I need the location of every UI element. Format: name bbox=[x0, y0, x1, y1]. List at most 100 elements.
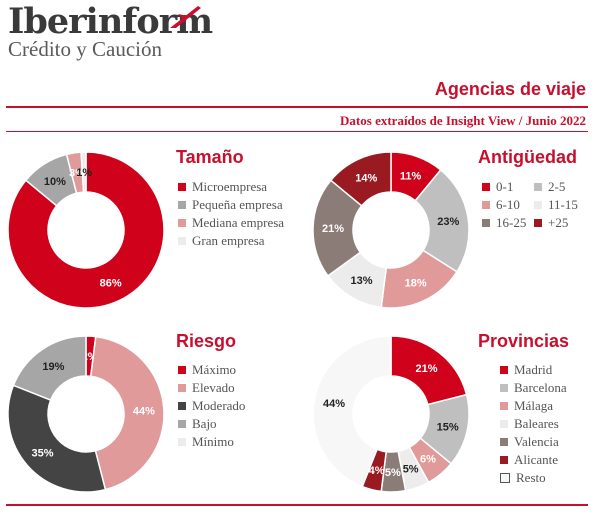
legend-label: 2-5 bbox=[548, 179, 566, 194]
slice-label: 10% bbox=[44, 176, 66, 188]
slice-label: 86% bbox=[100, 277, 122, 289]
legend-swatch bbox=[482, 219, 490, 227]
legend-swatch bbox=[500, 402, 508, 410]
legend-label: Baleares bbox=[514, 416, 559, 431]
legend-riesgo: Máximo Elevado Moderado Bajo Mínimo bbox=[178, 361, 245, 451]
legend-label: Mínimo bbox=[192, 434, 234, 449]
legend-item: Alicante bbox=[500, 451, 567, 469]
slice-label: 44% bbox=[133, 405, 155, 417]
slice-label: 11% bbox=[400, 170, 422, 182]
legend-label: Alicante bbox=[514, 452, 559, 467]
page-title: Agencias de viaje bbox=[434, 79, 586, 99]
legend-item: Mínimo bbox=[178, 433, 245, 451]
slice-label: 18% bbox=[405, 277, 427, 289]
legend-item: Resto bbox=[500, 469, 567, 487]
legend-swatch bbox=[178, 237, 186, 245]
slice-label: 1% bbox=[76, 167, 92, 179]
chart-title-antiguedad: Antigüedad bbox=[478, 147, 577, 167]
legend-item: Baleares bbox=[500, 415, 567, 433]
subheader-divider bbox=[6, 131, 588, 132]
legend-swatch bbox=[178, 384, 186, 392]
legend-item: Valencia bbox=[500, 433, 567, 451]
legend-swatch bbox=[178, 420, 186, 428]
legend-label: 11-15 bbox=[548, 197, 578, 212]
donut-slice bbox=[12, 335, 87, 401]
slice-label: 35% bbox=[31, 447, 53, 459]
donut-slice bbox=[80, 151, 87, 193]
slice-label: 44% bbox=[323, 398, 345, 410]
legend-item: 0-1 bbox=[482, 178, 534, 196]
legend-label: Máximo bbox=[192, 362, 237, 377]
legend-label: Elevado bbox=[192, 380, 235, 395]
legend-item: 11-15 bbox=[534, 196, 594, 214]
donut-slice bbox=[89, 335, 165, 491]
chart-title-provincias: Provincias bbox=[478, 331, 570, 351]
donut-slice bbox=[414, 168, 470, 273]
legend-swatch bbox=[500, 366, 508, 374]
legend-tamano: Microempresa Pequeña empresa Mediana empre… bbox=[178, 178, 284, 250]
slice-label: 13% bbox=[350, 275, 372, 287]
legend-label: Resto bbox=[516, 470, 546, 485]
legend-item: Máximo bbox=[178, 361, 245, 379]
legend-item: Pequeña empresa bbox=[178, 196, 284, 214]
legend-label: Mediana empresa bbox=[192, 215, 285, 230]
legend-item: Microempresa bbox=[178, 178, 284, 196]
legend-label: Barcelona bbox=[514, 380, 567, 395]
legend-antiguedad: 0-1 2-5 6-10 11-15 16-25 +25 bbox=[482, 178, 594, 232]
legend-swatch bbox=[500, 473, 510, 483]
legend-swatch bbox=[534, 201, 542, 209]
legend-provincias: Madrid Barcelona Málaga Baleares Valencia Ali… bbox=[500, 361, 567, 487]
legend-item: Málaga bbox=[500, 397, 567, 415]
page-subtitle: Datos extraídos de Insight View / Junio … bbox=[340, 113, 586, 128]
legend-swatch bbox=[500, 438, 508, 446]
slice-label: 15% bbox=[437, 422, 459, 434]
legend-label: 6-10 bbox=[496, 197, 520, 212]
legend-label: Málaga bbox=[514, 398, 553, 413]
legend-swatch bbox=[500, 384, 508, 392]
legend-swatch bbox=[178, 201, 186, 209]
legend-swatch bbox=[534, 219, 542, 227]
legend-swatch bbox=[178, 219, 186, 227]
legend-item: Gran empresa bbox=[178, 232, 284, 250]
legend-swatch bbox=[178, 402, 186, 410]
plane-icon bbox=[170, 6, 201, 28]
chart-title-tamano: Tamaño bbox=[176, 147, 244, 167]
legend-item: Barcelona bbox=[500, 379, 567, 397]
legend-item: Elevado bbox=[178, 379, 245, 397]
legend-item: Bajo bbox=[178, 415, 245, 433]
legend-swatch bbox=[482, 201, 490, 209]
slice-label: 23% bbox=[437, 216, 459, 228]
legend-item: Moderado bbox=[178, 397, 245, 415]
header-divider bbox=[6, 106, 588, 108]
legend-swatch bbox=[500, 420, 508, 428]
brand-subtitle: Crédito y Caución bbox=[8, 37, 162, 61]
donut-slice bbox=[329, 151, 392, 207]
legend-item: Madrid bbox=[500, 361, 567, 379]
legend-label: +25 bbox=[548, 215, 569, 230]
legend-item: Mediana empresa bbox=[178, 214, 284, 232]
slice-label: 3% bbox=[69, 168, 85, 180]
legend-swatch bbox=[534, 183, 542, 191]
legend-label: Moderado bbox=[192, 398, 246, 413]
legend-item: 16-25 bbox=[482, 214, 534, 232]
legend-label: 16-25 bbox=[496, 215, 527, 230]
footer-divider bbox=[6, 504, 588, 506]
chart-title-riesgo: Riesgo bbox=[176, 331, 237, 351]
legend-swatch bbox=[178, 183, 186, 191]
donut-slice bbox=[7, 151, 165, 309]
legend-item: 6-10 bbox=[482, 196, 534, 214]
legend-swatch bbox=[178, 438, 186, 446]
slice-label: 21% bbox=[416, 363, 438, 375]
slice-label: 14% bbox=[355, 173, 377, 185]
slice-label: 5% bbox=[385, 467, 401, 479]
legend-label: 0-1 bbox=[496, 179, 514, 194]
legend-label: Gran empresa bbox=[192, 233, 265, 248]
donut-slice bbox=[312, 335, 392, 488]
legend-item: +25 bbox=[534, 214, 594, 232]
donut-slice bbox=[7, 384, 107, 493]
legend-label: Pequeña empresa bbox=[192, 197, 283, 212]
legend-label: Microempresa bbox=[192, 179, 268, 194]
legend-swatch bbox=[178, 366, 186, 374]
legend-label: Valencia bbox=[514, 434, 559, 449]
